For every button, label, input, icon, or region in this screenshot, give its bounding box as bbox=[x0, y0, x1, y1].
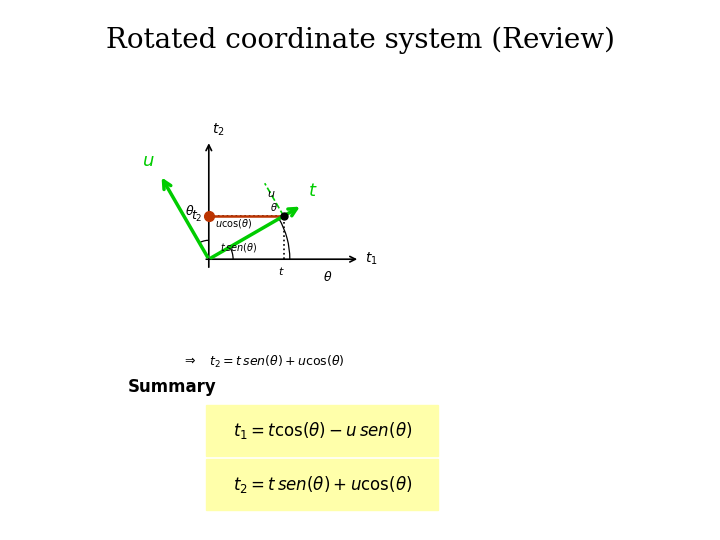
Text: $t_1 = t\cos(\theta) - u\,sen(\theta)$: $t_1 = t\cos(\theta) - u\,sen(\theta)$ bbox=[233, 420, 412, 441]
Text: $t$: $t$ bbox=[307, 182, 318, 200]
Text: $\theta$: $\theta$ bbox=[270, 201, 278, 213]
Text: $t_2$: $t_2$ bbox=[212, 122, 224, 138]
Text: $u\cos(\theta)$: $u\cos(\theta)$ bbox=[215, 217, 253, 230]
Text: $t\,sen(\theta)$: $t\,sen(\theta)$ bbox=[220, 241, 257, 254]
Text: Rotated coordinate system (Review): Rotated coordinate system (Review) bbox=[106, 27, 614, 55]
Text: $\Rightarrow \quad t_2 = t\,sen(\theta) + u\cos(\theta)$: $\Rightarrow \quad t_2 = t\,sen(\theta) … bbox=[181, 354, 345, 370]
Text: $u$: $u$ bbox=[267, 188, 276, 199]
FancyBboxPatch shape bbox=[206, 459, 438, 510]
Text: $\theta$: $\theta$ bbox=[185, 204, 194, 218]
Text: $t$: $t$ bbox=[278, 265, 284, 276]
Text: $u$: $u$ bbox=[143, 152, 155, 170]
Text: $t_1$: $t_1$ bbox=[365, 251, 378, 267]
FancyBboxPatch shape bbox=[206, 405, 438, 456]
Text: $\theta$: $\theta$ bbox=[323, 270, 333, 284]
Text: $t_2$: $t_2$ bbox=[191, 208, 202, 224]
Text: Summary: Summary bbox=[128, 378, 217, 396]
Text: $t_2 = t\,sen(\theta) + u\cos(\theta)$: $t_2 = t\,sen(\theta) + u\cos(\theta)$ bbox=[233, 474, 412, 495]
